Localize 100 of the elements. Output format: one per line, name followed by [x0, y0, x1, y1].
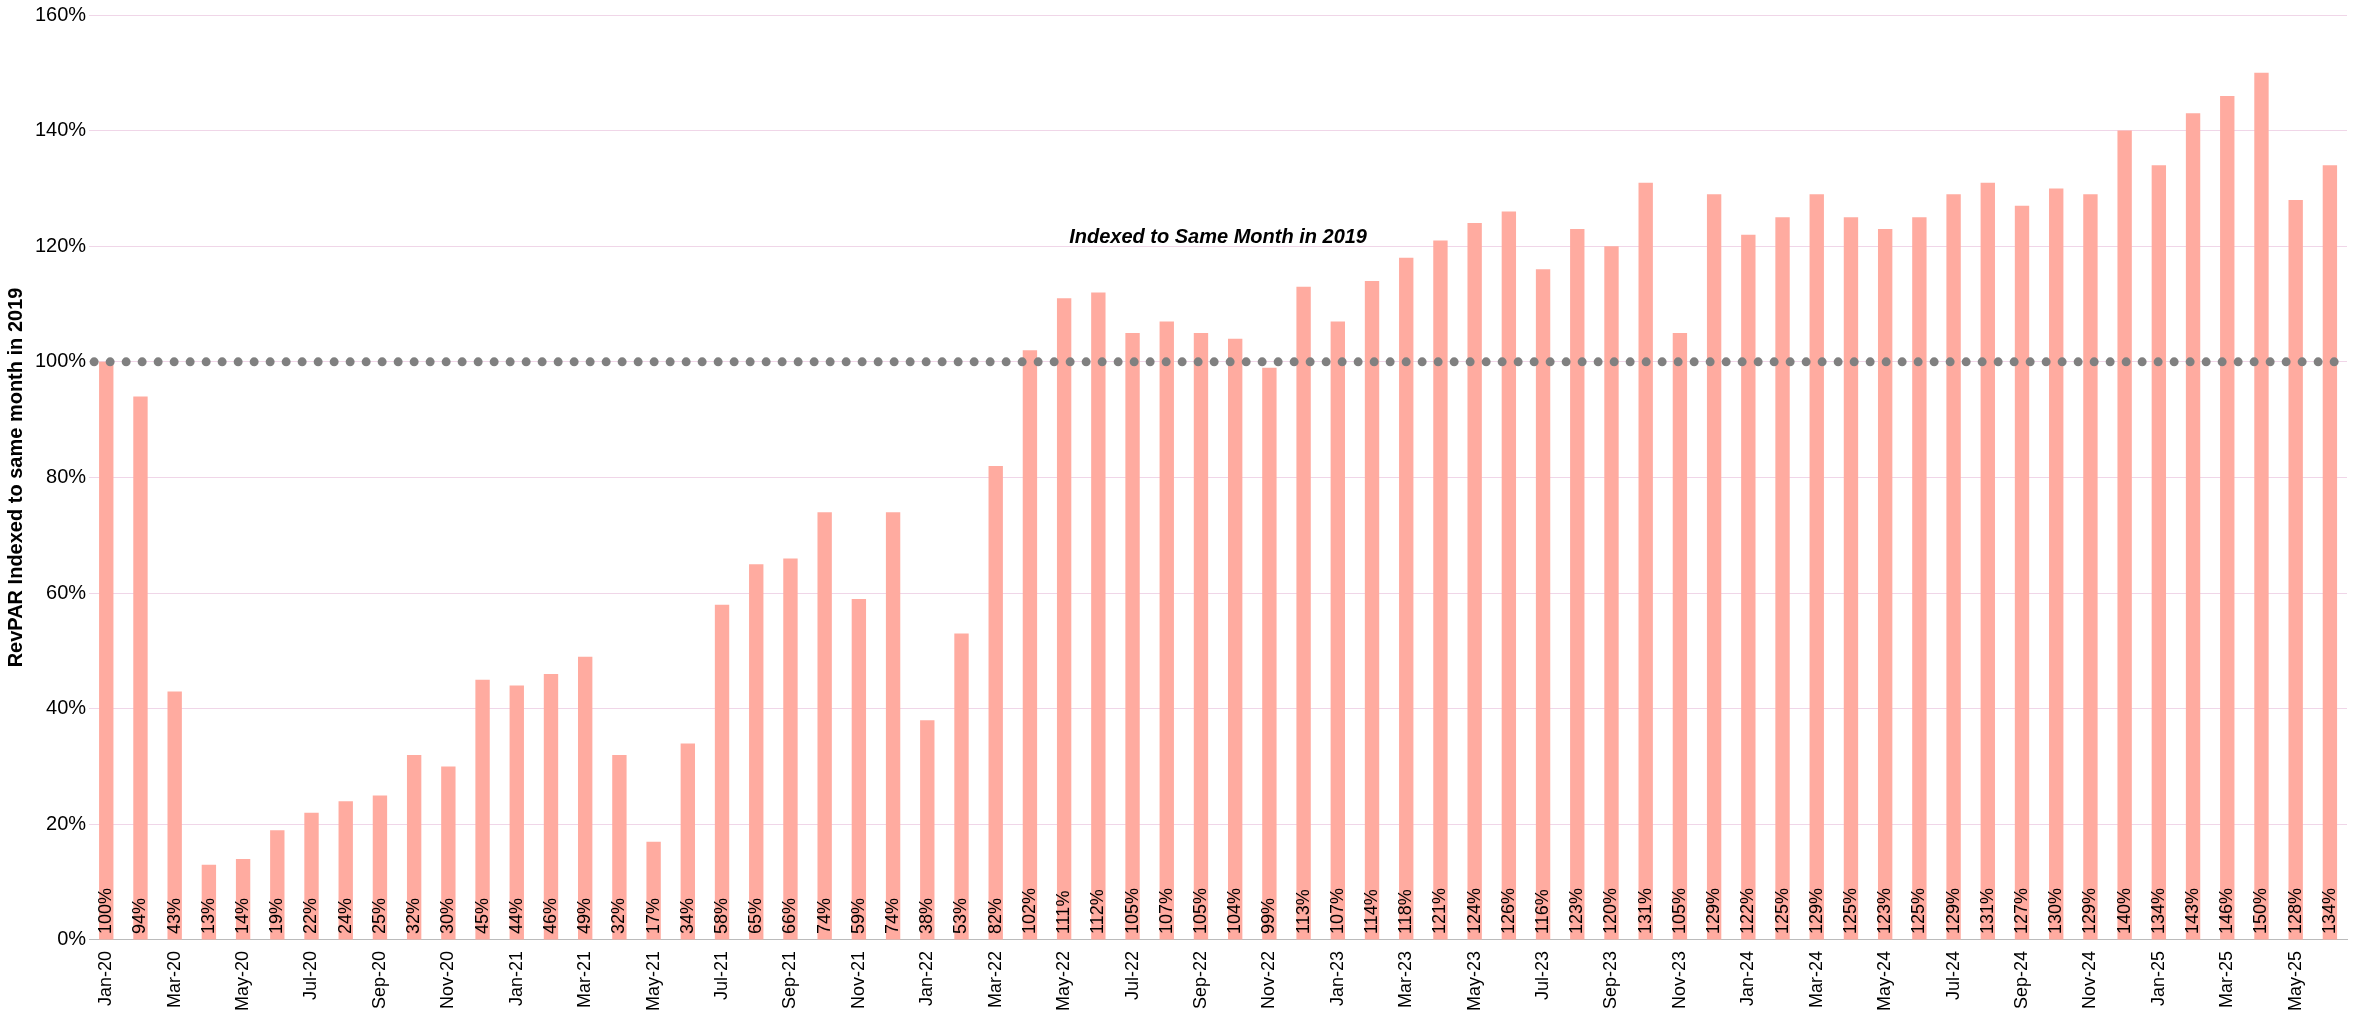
bar — [509, 685, 524, 940]
data-label: 17% — [642, 897, 663, 934]
data-label: 38% — [916, 897, 937, 934]
y-tick-label: 120% — [35, 233, 87, 256]
bar — [885, 512, 901, 940]
data-label: 120% — [1600, 887, 1621, 934]
x-tick-label: Sep-24 — [2010, 950, 2031, 1010]
data-label: 122% — [1737, 887, 1758, 934]
data-label: 140% — [2113, 887, 2134, 934]
bar — [1809, 194, 1824, 940]
data-label: 99% — [1258, 897, 1279, 934]
data-label: 49% — [574, 897, 595, 934]
data-label: 105% — [1189, 887, 1210, 934]
data-label: 32% — [608, 897, 629, 934]
data-label: 65% — [745, 897, 766, 934]
x-tick-label: Jul-24 — [1942, 950, 1963, 1001]
bar — [1262, 367, 1277, 940]
x-tick-label: Jul-20 — [300, 950, 321, 1001]
bar — [475, 679, 490, 940]
data-label: 127% — [2010, 887, 2031, 934]
x-tick-label: Jan-25 — [2147, 950, 2168, 1007]
bar — [1741, 234, 1756, 940]
data-label: 59% — [847, 897, 868, 934]
y-tick-label: 60% — [46, 580, 87, 603]
data-label: 130% — [2045, 887, 2066, 934]
data-label: 82% — [984, 897, 1005, 934]
bar — [304, 812, 319, 940]
x-tick-label: Nov-23 — [1668, 950, 1689, 1010]
data-label: 125% — [1771, 887, 1792, 934]
x-tick-label: Jul-21 — [711, 950, 731, 1001]
data-label: 123% — [1566, 887, 1587, 934]
data-label: 24% — [334, 897, 355, 934]
bar — [1912, 217, 1927, 940]
bar — [441, 766, 456, 940]
data-label: 118% — [1395, 889, 1416, 934]
bar — [1091, 292, 1106, 940]
bar — [1330, 321, 1345, 940]
x-tick-label: Jan-23 — [1326, 950, 1347, 1007]
bar — [1296, 286, 1311, 940]
data-label: 22% — [300, 897, 321, 934]
x-tick-label: Mar-22 — [984, 950, 1005, 1008]
data-label: 129% — [1805, 887, 1826, 934]
bar — [1022, 350, 1038, 940]
x-tick-label: Sep-22 — [1189, 950, 1210, 1010]
data-label: 32% — [403, 897, 424, 934]
bar — [612, 754, 627, 940]
data-label: 58% — [711, 897, 731, 934]
bar — [954, 633, 969, 940]
bar — [2254, 72, 2269, 940]
y-axis-title: RevPAR Indexed to same month in 2019 — [3, 287, 26, 668]
data-label: 107% — [1326, 887, 1347, 934]
data-label: 131% — [1634, 887, 1655, 934]
data-label: 112% — [1087, 889, 1108, 934]
data-label: 100% — [95, 887, 116, 934]
bar — [2151, 165, 2167, 940]
bar — [1706, 194, 1722, 940]
x-tick-label: Jan-21 — [505, 950, 526, 1007]
data-label: 13% — [197, 897, 218, 934]
x-tick-label: Jan-24 — [1737, 950, 1758, 1007]
data-label: 116% — [1532, 889, 1553, 934]
data-label: 125% — [1908, 887, 1929, 934]
data-label: 124% — [1463, 887, 1484, 934]
bar — [2322, 165, 2338, 940]
x-tick-label: Jul-23 — [1532, 950, 1553, 1001]
bar — [1125, 332, 1140, 940]
y-tick-label: 0% — [57, 927, 87, 950]
x-tick-label: May-20 — [232, 950, 253, 1012]
bar — [1672, 332, 1688, 940]
data-label: 113% — [1292, 889, 1313, 934]
bar — [1604, 246, 1619, 940]
data-label: 66% — [779, 897, 800, 934]
bar — [133, 396, 148, 940]
x-tick-label: Mar-24 — [1805, 950, 1826, 1008]
bar — [1399, 257, 1414, 940]
data-label: 43% — [163, 897, 184, 934]
x-tick-label: May-25 — [2284, 950, 2305, 1012]
data-label: 45% — [471, 897, 492, 934]
bar — [1056, 298, 1072, 940]
data-label: 134% — [2318, 887, 2339, 934]
bar — [1364, 280, 1380, 940]
bar — [1159, 321, 1174, 940]
x-tick-label: Nov-22 — [1258, 950, 1279, 1010]
bar — [2049, 188, 2064, 940]
annotation: Indexed to Same Month in 2019 — [1069, 224, 1368, 247]
bar — [1570, 228, 1585, 940]
data-label: 44% — [505, 897, 526, 934]
data-label: 129% — [1942, 887, 1963, 934]
data-label: 105% — [1668, 887, 1689, 934]
data-label: 126% — [1497, 887, 1518, 934]
bar — [749, 564, 764, 940]
bar — [1775, 217, 1790, 940]
data-label: 25% — [368, 897, 389, 934]
x-tick-label: Jan-20 — [95, 950, 116, 1007]
bar — [2014, 205, 2030, 940]
bar — [1843, 217, 1859, 940]
x-tick-label: Jan-22 — [916, 950, 937, 1007]
data-label: 114% — [1360, 889, 1381, 934]
x-tick-label: Mar-23 — [1395, 950, 1416, 1008]
y-tick-label: 140% — [35, 118, 87, 141]
data-label: 19% — [266, 897, 287, 934]
